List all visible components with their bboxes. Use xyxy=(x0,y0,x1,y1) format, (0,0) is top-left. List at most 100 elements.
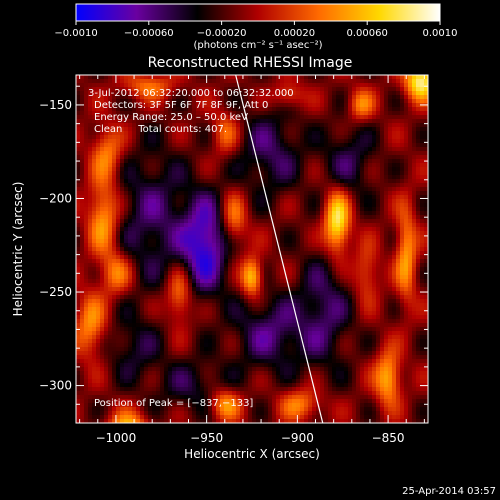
heatmap-cell xyxy=(372,219,376,223)
heatmap-cell xyxy=(396,211,400,215)
heatmap-cell xyxy=(120,247,124,251)
heatmap-cell xyxy=(264,151,268,155)
heatmap-cell xyxy=(356,147,360,151)
heatmap-cell xyxy=(280,131,284,135)
heatmap-cell xyxy=(108,159,112,163)
heatmap-cell xyxy=(308,107,312,111)
heatmap-cell xyxy=(368,191,372,195)
heatmap-cell xyxy=(224,279,228,283)
heatmap-cell xyxy=(196,283,200,287)
heatmap-cell xyxy=(320,187,324,191)
heatmap-cell xyxy=(148,87,152,91)
heatmap-cell xyxy=(240,219,244,223)
heatmap-cell xyxy=(348,295,352,299)
heatmap-cell xyxy=(360,139,364,143)
heatmap-cell xyxy=(316,79,320,83)
heatmap-cell xyxy=(124,87,128,91)
heatmap-cell xyxy=(264,107,268,111)
heatmap-cell xyxy=(152,91,156,95)
heatmap-cell xyxy=(312,143,316,147)
heatmap-cell xyxy=(120,167,124,171)
heatmap-cell xyxy=(164,163,168,167)
heatmap-cell xyxy=(128,103,132,107)
heatmap-cell xyxy=(160,143,164,147)
heatmap-cell xyxy=(136,163,140,167)
heatmap-cell xyxy=(324,127,328,131)
heatmap-cell xyxy=(272,151,276,155)
heatmap-cell xyxy=(424,243,428,247)
heatmap-cell xyxy=(392,87,396,91)
heatmap-cell xyxy=(128,243,132,247)
heatmap-cell xyxy=(252,255,256,259)
heatmap-cell xyxy=(400,207,404,211)
heatmap-cell xyxy=(152,115,156,119)
heatmap-cell xyxy=(220,95,224,99)
heatmap-cell xyxy=(120,159,124,163)
heatmap-cell xyxy=(400,239,404,243)
heatmap-cell xyxy=(284,167,288,171)
heatmap-cell xyxy=(148,187,152,191)
heatmap-cell xyxy=(112,259,116,263)
heatmap-cell xyxy=(312,271,316,275)
heatmap-cell xyxy=(308,187,312,191)
heatmap-cell xyxy=(320,219,324,223)
heatmap-cell xyxy=(236,131,240,135)
heatmap-cell xyxy=(312,127,316,131)
heatmap-cell xyxy=(136,95,140,99)
heatmap-cell xyxy=(128,83,132,87)
heatmap-cell xyxy=(168,135,172,139)
heatmap-cell xyxy=(352,91,356,95)
heatmap-cell xyxy=(392,151,396,155)
heatmap-cell xyxy=(344,155,348,159)
heatmap-cell xyxy=(256,115,260,119)
heatmap-cell xyxy=(144,155,148,159)
heatmap-cell xyxy=(124,143,128,147)
heatmap-cell xyxy=(76,75,80,79)
heatmap-cell xyxy=(304,203,308,207)
heatmap-cell xyxy=(188,275,192,279)
heatmap-cell xyxy=(132,151,136,155)
heatmap-cell xyxy=(388,131,392,135)
heatmap-cell xyxy=(396,203,400,207)
heatmap-cell xyxy=(348,215,352,219)
heatmap-cell xyxy=(324,267,328,271)
heatmap-cell xyxy=(416,275,420,279)
heatmap-cell xyxy=(80,127,84,131)
heatmap-cell xyxy=(412,143,416,147)
heatmap-cell xyxy=(100,123,104,127)
heatmap-cell xyxy=(216,155,220,159)
heatmap-cell xyxy=(304,167,308,171)
heatmap-cell xyxy=(252,175,256,179)
heatmap-cell xyxy=(140,247,144,251)
heatmap-cell xyxy=(232,235,236,239)
heatmap-cell xyxy=(304,119,308,123)
heatmap-cell xyxy=(116,119,120,123)
heatmap-cell xyxy=(116,203,120,207)
heatmap-cell xyxy=(112,123,116,127)
heatmap-cell xyxy=(376,287,380,291)
heatmap-cell xyxy=(128,287,132,291)
heatmap-cell xyxy=(288,79,292,83)
heatmap-cell xyxy=(156,207,160,211)
heatmap-cell xyxy=(160,243,164,247)
heatmap-cell xyxy=(244,287,248,291)
heatmap-cell xyxy=(288,119,292,123)
heatmap-cell xyxy=(80,235,84,239)
heatmap-cell xyxy=(144,99,148,103)
heatmap-cell xyxy=(164,179,168,183)
heatmap-cell xyxy=(96,87,100,91)
heatmap-cell xyxy=(284,199,288,203)
heatmap-cell xyxy=(380,131,384,135)
heatmap-cell xyxy=(216,227,220,231)
heatmap-cell xyxy=(304,171,308,175)
heatmap-cell xyxy=(280,299,284,303)
heatmap-cell xyxy=(184,171,188,175)
heatmap-cell xyxy=(364,91,368,95)
heatmap-cell xyxy=(336,251,340,255)
heatmap-cell xyxy=(116,251,120,255)
heatmap-cell xyxy=(356,275,360,279)
heatmap-cell xyxy=(372,187,376,191)
heatmap-cell xyxy=(332,87,336,91)
heatmap-cell xyxy=(312,287,316,291)
heatmap-cell xyxy=(400,215,404,219)
